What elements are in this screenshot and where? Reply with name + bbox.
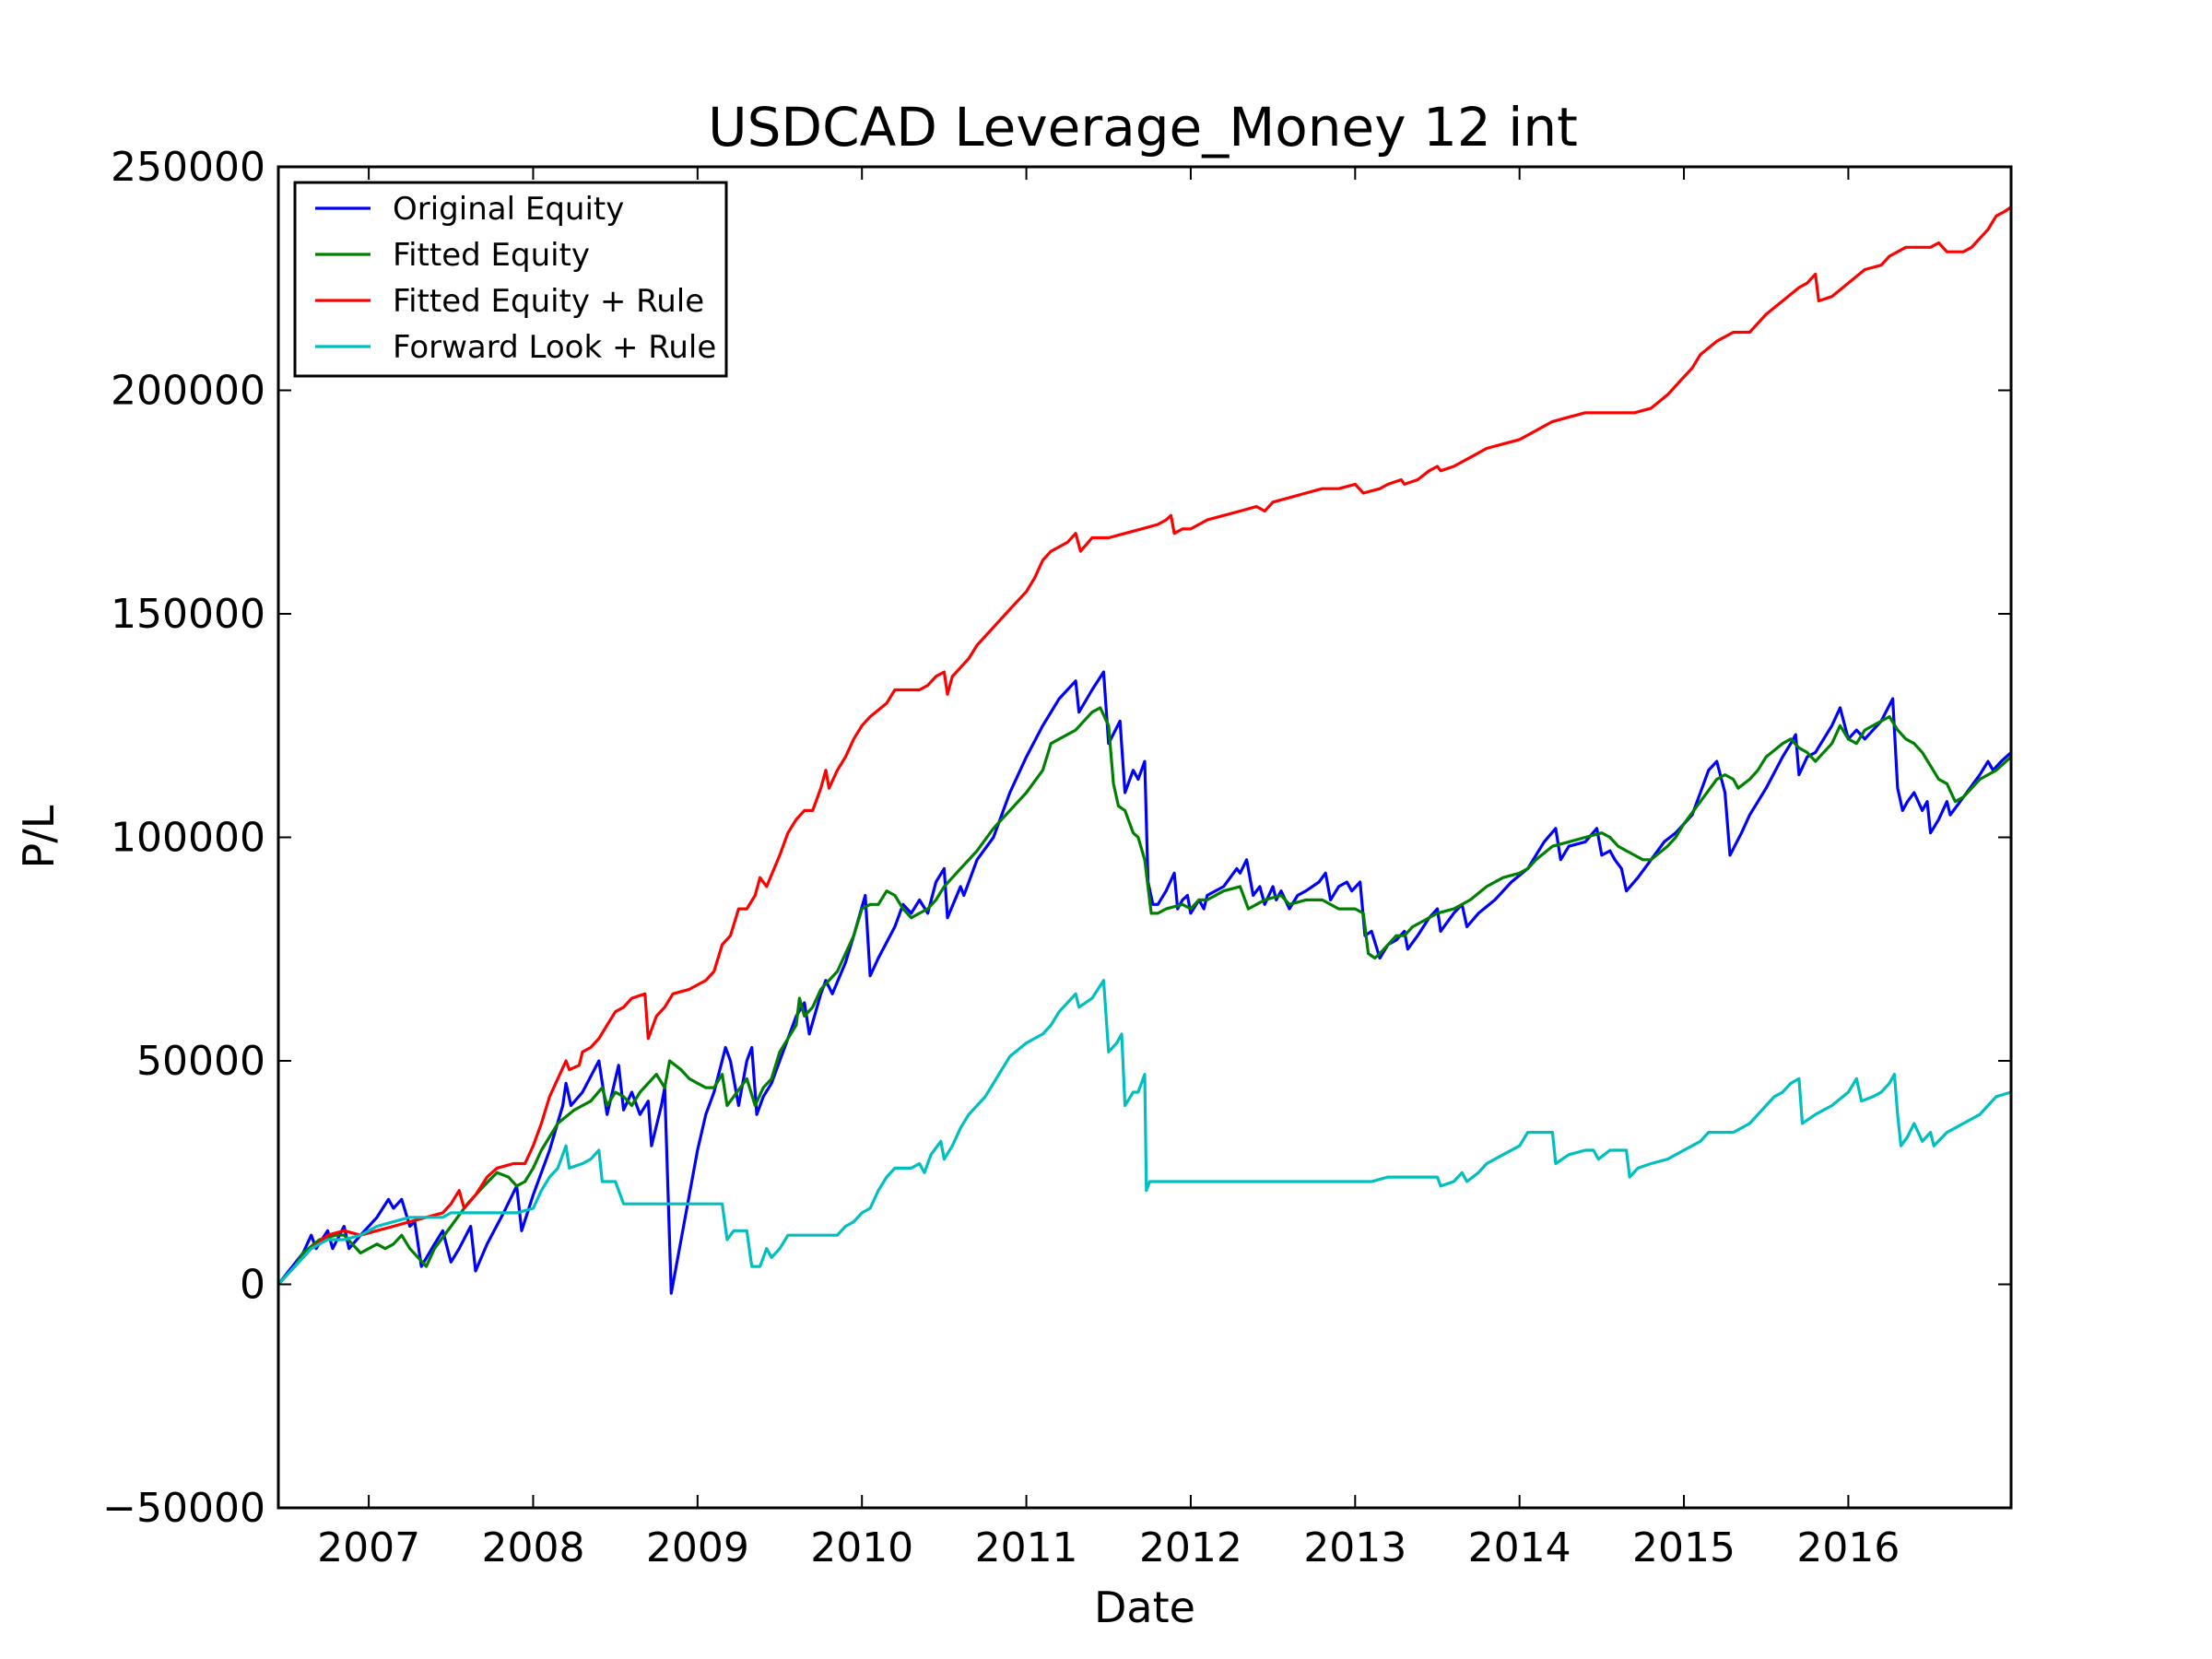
legend-label-1: Original Equity: [393, 191, 624, 228]
y-axis-label: P/L: [14, 805, 64, 868]
x-tick-label: 2008: [481, 1524, 584, 1571]
x-tick-label: 2014: [1468, 1524, 1571, 1571]
legend-label-3: Fitted Equity + Rule: [393, 283, 704, 320]
y-tick-label: 0: [240, 1262, 265, 1309]
y-tick-label: 150000: [111, 591, 265, 638]
y-tick-label: 100000: [111, 815, 265, 862]
x-axis: 2007 2008 2009 2010 2011 2012 2013 2014 2015 2016: [317, 167, 1900, 1571]
x-tick-label: 2010: [810, 1524, 913, 1571]
x-tick-label: 2009: [646, 1524, 749, 1571]
legend-label-2: Fitted Equity: [393, 237, 590, 274]
x-axis-label: Date: [1094, 1583, 1195, 1632]
x-tick-label: 2011: [975, 1524, 1078, 1571]
x-tick-label: 2015: [1632, 1524, 1735, 1571]
y-tick-label: −50000: [102, 1485, 265, 1532]
y-axis: 250000 200000 150000 100000 50000 0 −50000: [102, 144, 2011, 1532]
legend-label-4: Forward Look + Rule: [393, 329, 716, 366]
y-tick-label: 250000: [111, 144, 265, 191]
legend: Original Equity Fitted Equity Fitted Equit…: [293, 181, 728, 378]
x-tick-label: 2012: [1139, 1524, 1242, 1571]
legend-items: Original Equity Fitted Equity Fitted Equit…: [315, 191, 716, 366]
chart-title: USDCAD Leverage_Money 12 int: [708, 96, 1578, 159]
x-tick-label: 2007: [317, 1524, 420, 1571]
x-tick-label: 2013: [1303, 1524, 1406, 1571]
y-tick-label: 50000: [136, 1038, 265, 1085]
plot-area: [276, 165, 2013, 1510]
legend-frame: [293, 181, 728, 378]
y-tick-label: 200000: [111, 368, 265, 415]
series-layer: [276, 206, 2013, 1295]
x-tick-label: 2016: [1796, 1524, 1900, 1571]
series-line-3: [276, 206, 2012, 1286]
plot-frame: [276, 165, 2013, 1510]
series-line-4: [276, 979, 2012, 1286]
series-line-2: [276, 706, 2013, 1286]
